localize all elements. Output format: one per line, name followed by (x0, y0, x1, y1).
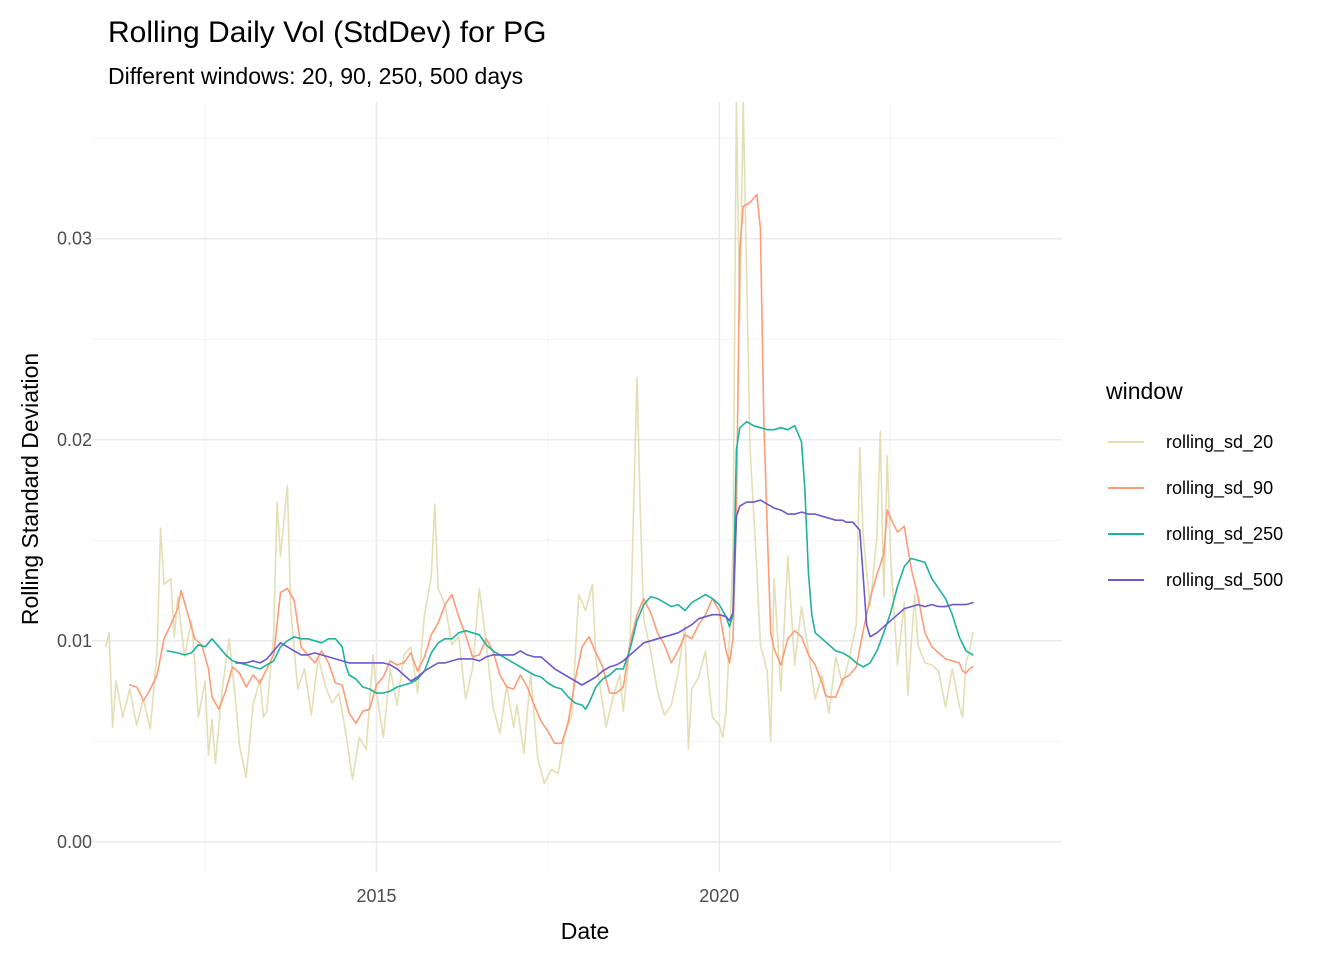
legend-item: rolling_sd_500 (1108, 570, 1283, 591)
legend-label: rolling_sd_90 (1166, 478, 1273, 499)
legend-item: rolling_sd_250 (1108, 524, 1283, 545)
plot-grid (92, 102, 1062, 872)
x-axis-label: Date (561, 918, 610, 944)
series-line-rolling-sd-500 (235, 499, 974, 686)
legend: window rolling_sd_20 rolling_sd_90rolling… (1105, 378, 1283, 591)
series-line-rolling-sd-250 (166, 420, 974, 710)
x-tick-label: 2020 (699, 886, 739, 906)
legend-item: rolling_sd_20 (1108, 432, 1273, 453)
legend-item: rolling_sd_90 (1108, 478, 1273, 499)
y-tick-label: 0.01 (57, 631, 92, 651)
y-axis-label: Rolling Standard Deviation (17, 353, 43, 625)
series-line-rolling-sd-90 (128, 193, 974, 745)
series-layer (104, 102, 974, 785)
legend-label: rolling_sd_250 (1166, 524, 1283, 545)
y-tick-label: 0.02 (57, 430, 92, 450)
legend-label: rolling_sd_20 (1166, 432, 1273, 453)
x-axis-ticks: 2015 2020 (356, 886, 739, 906)
legend-title: window (1105, 378, 1183, 404)
series-line-rolling-sd-20 (104, 102, 974, 785)
x-tick-label: 2015 (356, 886, 396, 906)
chart-title: Rolling Daily Vol (StdDev) for PG (108, 16, 547, 49)
chart-subtitle: Different windows: 20, 90, 250, 500 days (108, 63, 523, 89)
y-axis-ticks: 0.00 0.01 0.02 0.03 (57, 229, 92, 852)
legend-label: rolling_sd_500 (1166, 570, 1283, 591)
y-tick-label: 0.03 (57, 229, 92, 249)
y-tick-label: 0.00 (57, 832, 92, 852)
